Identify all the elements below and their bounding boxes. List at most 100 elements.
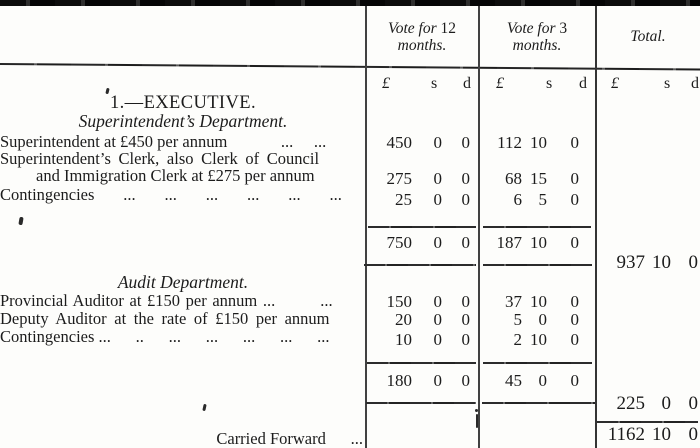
row-label-contingencies: Contingencies ... .. ... ... ... ... ... <box>0 327 330 346</box>
subtotal-3mo: 45 0 0 <box>479 372 579 389</box>
shillings-value: 10 <box>652 252 671 273</box>
pounds-value: 1162 <box>607 424 645 445</box>
shillings-symbol: s <box>431 75 438 92</box>
shillings-value: 0 <box>538 310 548 329</box>
amount-3mo: 112 10 0 <box>479 134 579 151</box>
amount-12mo: 10 0 0 <box>366 331 470 348</box>
shillings-symbol: s <box>664 75 671 92</box>
pounds-value: 750 <box>386 233 413 252</box>
pence-value: 0 <box>688 424 699 445</box>
column-rule-3 <box>595 6 597 448</box>
subtotal-rule <box>368 226 476 228</box>
shillings-symbol: s <box>546 75 553 92</box>
subtotal-rule <box>483 264 592 266</box>
column-header-text-line2: months. <box>512 36 562 54</box>
shillings-value: 0 <box>433 169 443 188</box>
pounds-value: 20 <box>395 310 412 329</box>
amount-12mo: 450 0 0 <box>366 133 471 152</box>
row-label-contingencies: Contingencies ... ... ... ... ... ... <box>0 185 342 204</box>
amount-12mo: 150 0 0 <box>366 292 471 311</box>
pence-symbol: d <box>463 75 471 92</box>
pence-symbol: d <box>579 75 587 92</box>
column-header-vote-12-months: Vote for 12 months. <box>366 20 478 54</box>
column-rule-1 <box>365 6 367 448</box>
subheading-audit-department: Audit Department. <box>117 272 249 292</box>
pounds-value: 2 <box>513 330 523 349</box>
subtotal-rule <box>364 264 476 266</box>
amount-3mo: 68 15 0 <box>479 170 579 187</box>
shillings-value: 0 <box>433 190 443 209</box>
pence-value: 0 <box>570 169 580 188</box>
pounds-value: 187 <box>496 233 523 252</box>
shillings-value: 10 <box>530 233 547 252</box>
column-header-text: Total. <box>630 28 666 45</box>
shillings-value: 0 <box>433 292 443 311</box>
column-header-total: Total. <box>597 28 699 46</box>
pence-value: 0 <box>570 292 580 311</box>
shillings-value: 10 <box>530 330 547 349</box>
shillings-value: 0 <box>433 310 443 329</box>
amount-12mo: 25 0 0 <box>366 191 470 208</box>
pounds-value: 37 <box>505 292 522 311</box>
column-header-text-line2: months. <box>397 36 447 54</box>
pounds-value: 150 <box>386 292 413 311</box>
row-label-superintendent: Superintendent at £450 per annum ... ... <box>0 132 327 151</box>
pence-value: 0 <box>688 393 699 414</box>
pounds-symbol: £ <box>382 75 390 92</box>
pounds-value: 6 <box>513 190 523 209</box>
pence-value: 0 <box>461 371 471 390</box>
column-header-text: Vote for 3 <box>506 20 568 37</box>
ink-mark <box>476 414 478 428</box>
ink-mark <box>18 216 24 226</box>
pence-value: 0 <box>461 310 471 329</box>
subtotal-rule <box>366 402 476 404</box>
pounds-value: 10 <box>395 330 412 349</box>
shillings-value: 15 <box>530 169 547 188</box>
pounds-symbol: £ <box>496 75 504 92</box>
column-rule-2 <box>478 6 480 448</box>
subtotal-12mo: 750 0 0 <box>366 233 471 252</box>
section-total-audit: 225 0 0 <box>596 393 699 414</box>
pounds-value: 275 <box>386 169 413 188</box>
pounds-value: 112 <box>497 133 522 152</box>
carried-forward-label: Carried Forward ... <box>216 429 363 448</box>
pence-value: 0 <box>461 133 471 152</box>
grand-total-rule <box>597 421 698 423</box>
shillings-value: 10 <box>530 292 547 311</box>
pence-value: 0 <box>688 252 699 273</box>
pounds-value: 180 <box>386 371 413 390</box>
shillings-value: 0 <box>433 233 443 252</box>
pence-value: 0 <box>570 330 580 349</box>
shillings-value: 0 <box>433 133 443 152</box>
pence-symbol: d <box>691 75 699 92</box>
shillings-value: 5 <box>538 190 548 209</box>
ink-mark <box>475 409 478 412</box>
subtotal-12mo: 180 0 0 <box>366 371 471 390</box>
column-header-vote-3-months: Vote for 3 months. <box>479 20 595 54</box>
pence-value: 0 <box>570 371 580 390</box>
row-label-clerk-line1: Superintendent’s Clerk, also Clerk of Co… <box>0 149 320 168</box>
amount-3mo: 37 10 0 <box>479 293 579 310</box>
pence-value: 0 <box>461 292 471 311</box>
pounds-value: 45 <box>505 371 522 390</box>
amount-12mo: 20 0 0 <box>366 311 470 328</box>
pounds-value: 450 <box>386 133 413 152</box>
subtotal-rule <box>482 402 595 404</box>
shillings-value: 10 <box>652 424 671 445</box>
ink-mark <box>202 403 207 412</box>
shillings-value: 0 <box>433 371 443 390</box>
pounds-value: 68 <box>505 169 522 188</box>
pounds-value: 225 <box>616 393 646 414</box>
subtotal-rule <box>483 362 592 364</box>
row-label-provincial-auditor: Provincial Auditor at £150 per annum ...… <box>0 291 333 310</box>
pence-value: 0 <box>461 169 471 188</box>
section-total-executive: 937 10 0 <box>596 252 699 273</box>
pence-value: 0 <box>570 133 580 152</box>
pence-value: 0 <box>461 190 471 209</box>
row-label-clerk-line2: and Immigration Clerk at £275 per annum <box>36 166 315 185</box>
subheading-superintendents-department: Superintendent’s Department. <box>78 111 288 131</box>
column-header-text: Vote for 12 <box>387 20 457 37</box>
pounds-value: 25 <box>395 190 412 209</box>
